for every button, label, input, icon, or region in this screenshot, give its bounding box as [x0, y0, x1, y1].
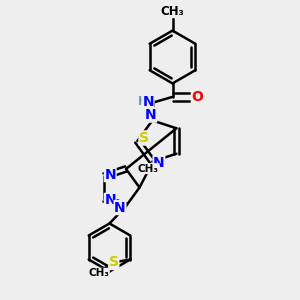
Text: S: S — [109, 256, 119, 269]
Text: N: N — [104, 194, 116, 208]
Text: N: N — [145, 108, 157, 122]
Text: H: H — [138, 95, 148, 108]
Text: CH₃: CH₃ — [160, 4, 184, 18]
Text: CH₃: CH₃ — [138, 164, 159, 174]
Text: N: N — [114, 200, 126, 214]
Text: O: O — [191, 90, 203, 104]
Text: S: S — [139, 131, 149, 145]
Text: N: N — [153, 156, 165, 170]
Text: N: N — [142, 95, 154, 109]
Text: CH₃: CH₃ — [88, 268, 109, 278]
Text: N: N — [104, 167, 116, 182]
